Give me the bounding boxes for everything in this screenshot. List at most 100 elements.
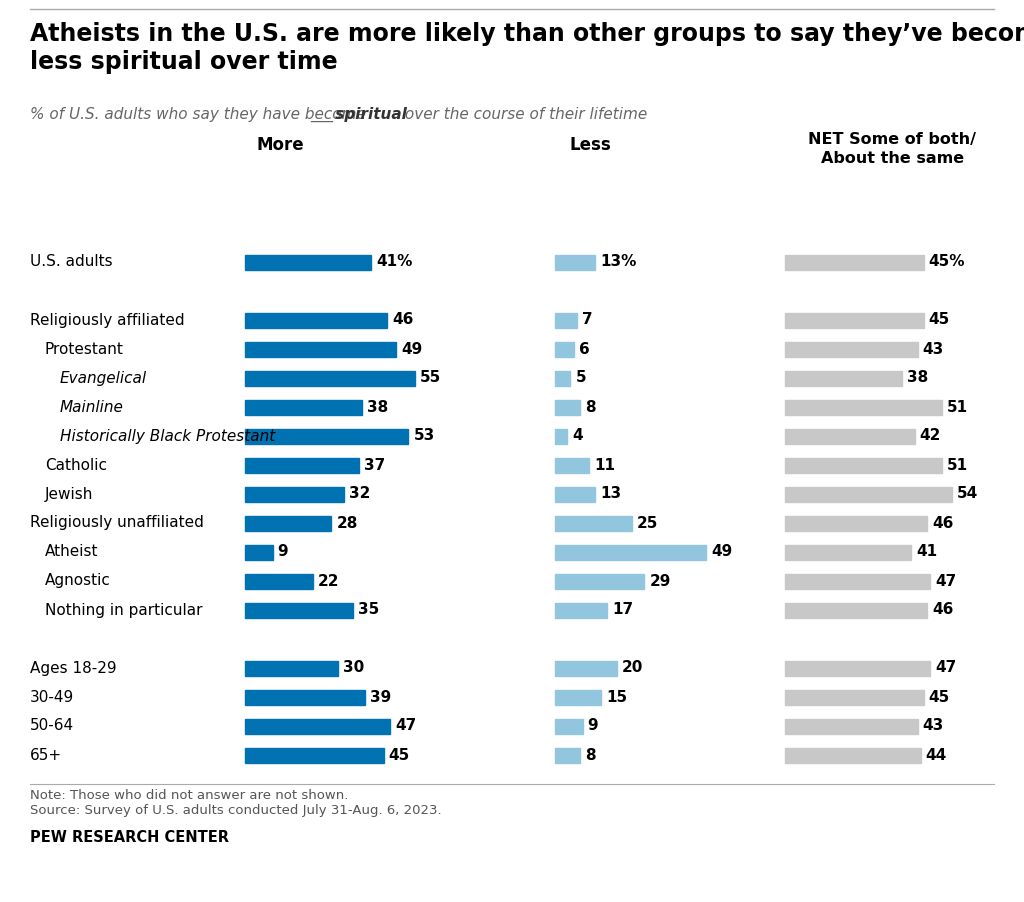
Text: 15: 15 [606, 689, 628, 704]
Text: 11: 11 [594, 457, 615, 473]
Text: Religiously affiliated: Religiously affiliated [30, 312, 184, 327]
Text: ___: ___ [310, 107, 333, 122]
Bar [785, 428, 914, 444]
Text: 39: 39 [371, 689, 391, 704]
Text: 4: 4 [572, 428, 583, 444]
Text: 13%: 13% [600, 254, 637, 270]
Bar [245, 574, 313, 588]
Text: 47: 47 [935, 660, 956, 676]
Text: Evangelical: Evangelical [60, 371, 147, 385]
Text: 43: 43 [923, 719, 944, 733]
Text: 38: 38 [907, 371, 929, 385]
Text: Source: Survey of U.S. adults conducted July 31-Aug. 6, 2023.: Source: Survey of U.S. adults conducted … [30, 804, 441, 817]
Bar [785, 719, 918, 733]
Text: 22: 22 [317, 574, 339, 588]
Bar [555, 486, 595, 502]
Bar [245, 371, 415, 385]
Bar [555, 312, 577, 327]
Bar [555, 371, 570, 385]
Bar [555, 660, 616, 676]
Bar [555, 457, 589, 473]
Text: Religiously unaffiliated: Religiously unaffiliated [30, 516, 204, 530]
Text: 47: 47 [935, 574, 956, 588]
Text: 20: 20 [622, 660, 643, 676]
Text: 46: 46 [932, 603, 953, 618]
Text: 44: 44 [926, 748, 947, 762]
Bar [555, 748, 580, 762]
Bar [245, 428, 409, 444]
Text: 45: 45 [389, 748, 410, 762]
Text: 43: 43 [923, 342, 944, 356]
Text: Protestant: Protestant [45, 342, 124, 356]
Text: 65+: 65+ [30, 748, 62, 762]
Bar [245, 689, 366, 704]
Bar [245, 486, 344, 502]
Bar [245, 342, 396, 356]
Text: over the course of their lifetime: over the course of their lifetime [400, 107, 647, 122]
Text: 49: 49 [401, 342, 422, 356]
Bar [555, 516, 632, 530]
Bar [245, 719, 390, 733]
Text: spiritual: spiritual [330, 107, 407, 122]
Bar [555, 689, 601, 704]
Text: 42: 42 [920, 428, 941, 444]
Text: 38: 38 [368, 400, 388, 415]
Bar [245, 516, 332, 530]
Text: 8: 8 [585, 400, 595, 415]
Text: Atheists in the U.S. are more likely than other groups to say they’ve become
les: Atheists in the U.S. are more likely tha… [30, 22, 1024, 74]
Text: Agnostic: Agnostic [45, 574, 111, 588]
Text: 7: 7 [582, 312, 592, 327]
Bar [785, 371, 902, 385]
Bar [785, 342, 918, 356]
Text: 37: 37 [365, 457, 385, 473]
Text: Catholic: Catholic [45, 457, 106, 473]
Text: 49: 49 [711, 545, 732, 559]
Text: 29: 29 [649, 574, 671, 588]
Text: 28: 28 [336, 516, 357, 530]
Text: Jewish: Jewish [45, 486, 93, 502]
Bar [785, 457, 942, 473]
Text: 41%: 41% [377, 254, 413, 270]
Bar [555, 400, 580, 415]
Text: PEW RESEARCH CENTER: PEW RESEARCH CENTER [30, 830, 229, 845]
Text: 45: 45 [929, 689, 950, 704]
Bar [785, 574, 930, 588]
Text: 41: 41 [916, 545, 938, 559]
Bar [555, 719, 583, 733]
Text: 53: 53 [414, 428, 434, 444]
Text: 30-49: 30-49 [30, 689, 75, 704]
Text: 5: 5 [575, 371, 586, 385]
Bar [555, 254, 595, 270]
Text: U.S. adults: U.S. adults [30, 254, 113, 270]
Bar [785, 603, 927, 618]
Text: 25: 25 [637, 516, 658, 530]
Bar [245, 545, 272, 559]
Text: 50-64: 50-64 [30, 719, 74, 733]
Bar [785, 400, 942, 415]
Bar [245, 457, 359, 473]
Text: 32: 32 [348, 486, 370, 502]
Bar [245, 254, 372, 270]
Text: Ages 18-29: Ages 18-29 [30, 660, 117, 676]
Text: Historically Black Protestant: Historically Black Protestant [60, 428, 275, 444]
Bar [555, 603, 607, 618]
Text: 47: 47 [395, 719, 416, 733]
Text: 13: 13 [600, 486, 622, 502]
Bar [785, 312, 924, 327]
Text: 35: 35 [358, 603, 379, 618]
Bar [785, 516, 927, 530]
Text: 9: 9 [278, 545, 289, 559]
Text: 55: 55 [420, 371, 441, 385]
Text: 30: 30 [342, 660, 364, 676]
Bar [555, 574, 644, 588]
Text: Nothing in particular: Nothing in particular [45, 603, 203, 618]
Bar [785, 660, 930, 676]
Bar [555, 545, 707, 559]
Bar [245, 660, 338, 676]
Text: Atheist: Atheist [45, 545, 98, 559]
Text: 51: 51 [947, 457, 969, 473]
Text: More: More [256, 136, 304, 154]
Text: 46: 46 [932, 516, 953, 530]
Bar [245, 400, 362, 415]
Text: % of U.S. adults who say they have become: % of U.S. adults who say they have becom… [30, 107, 371, 122]
